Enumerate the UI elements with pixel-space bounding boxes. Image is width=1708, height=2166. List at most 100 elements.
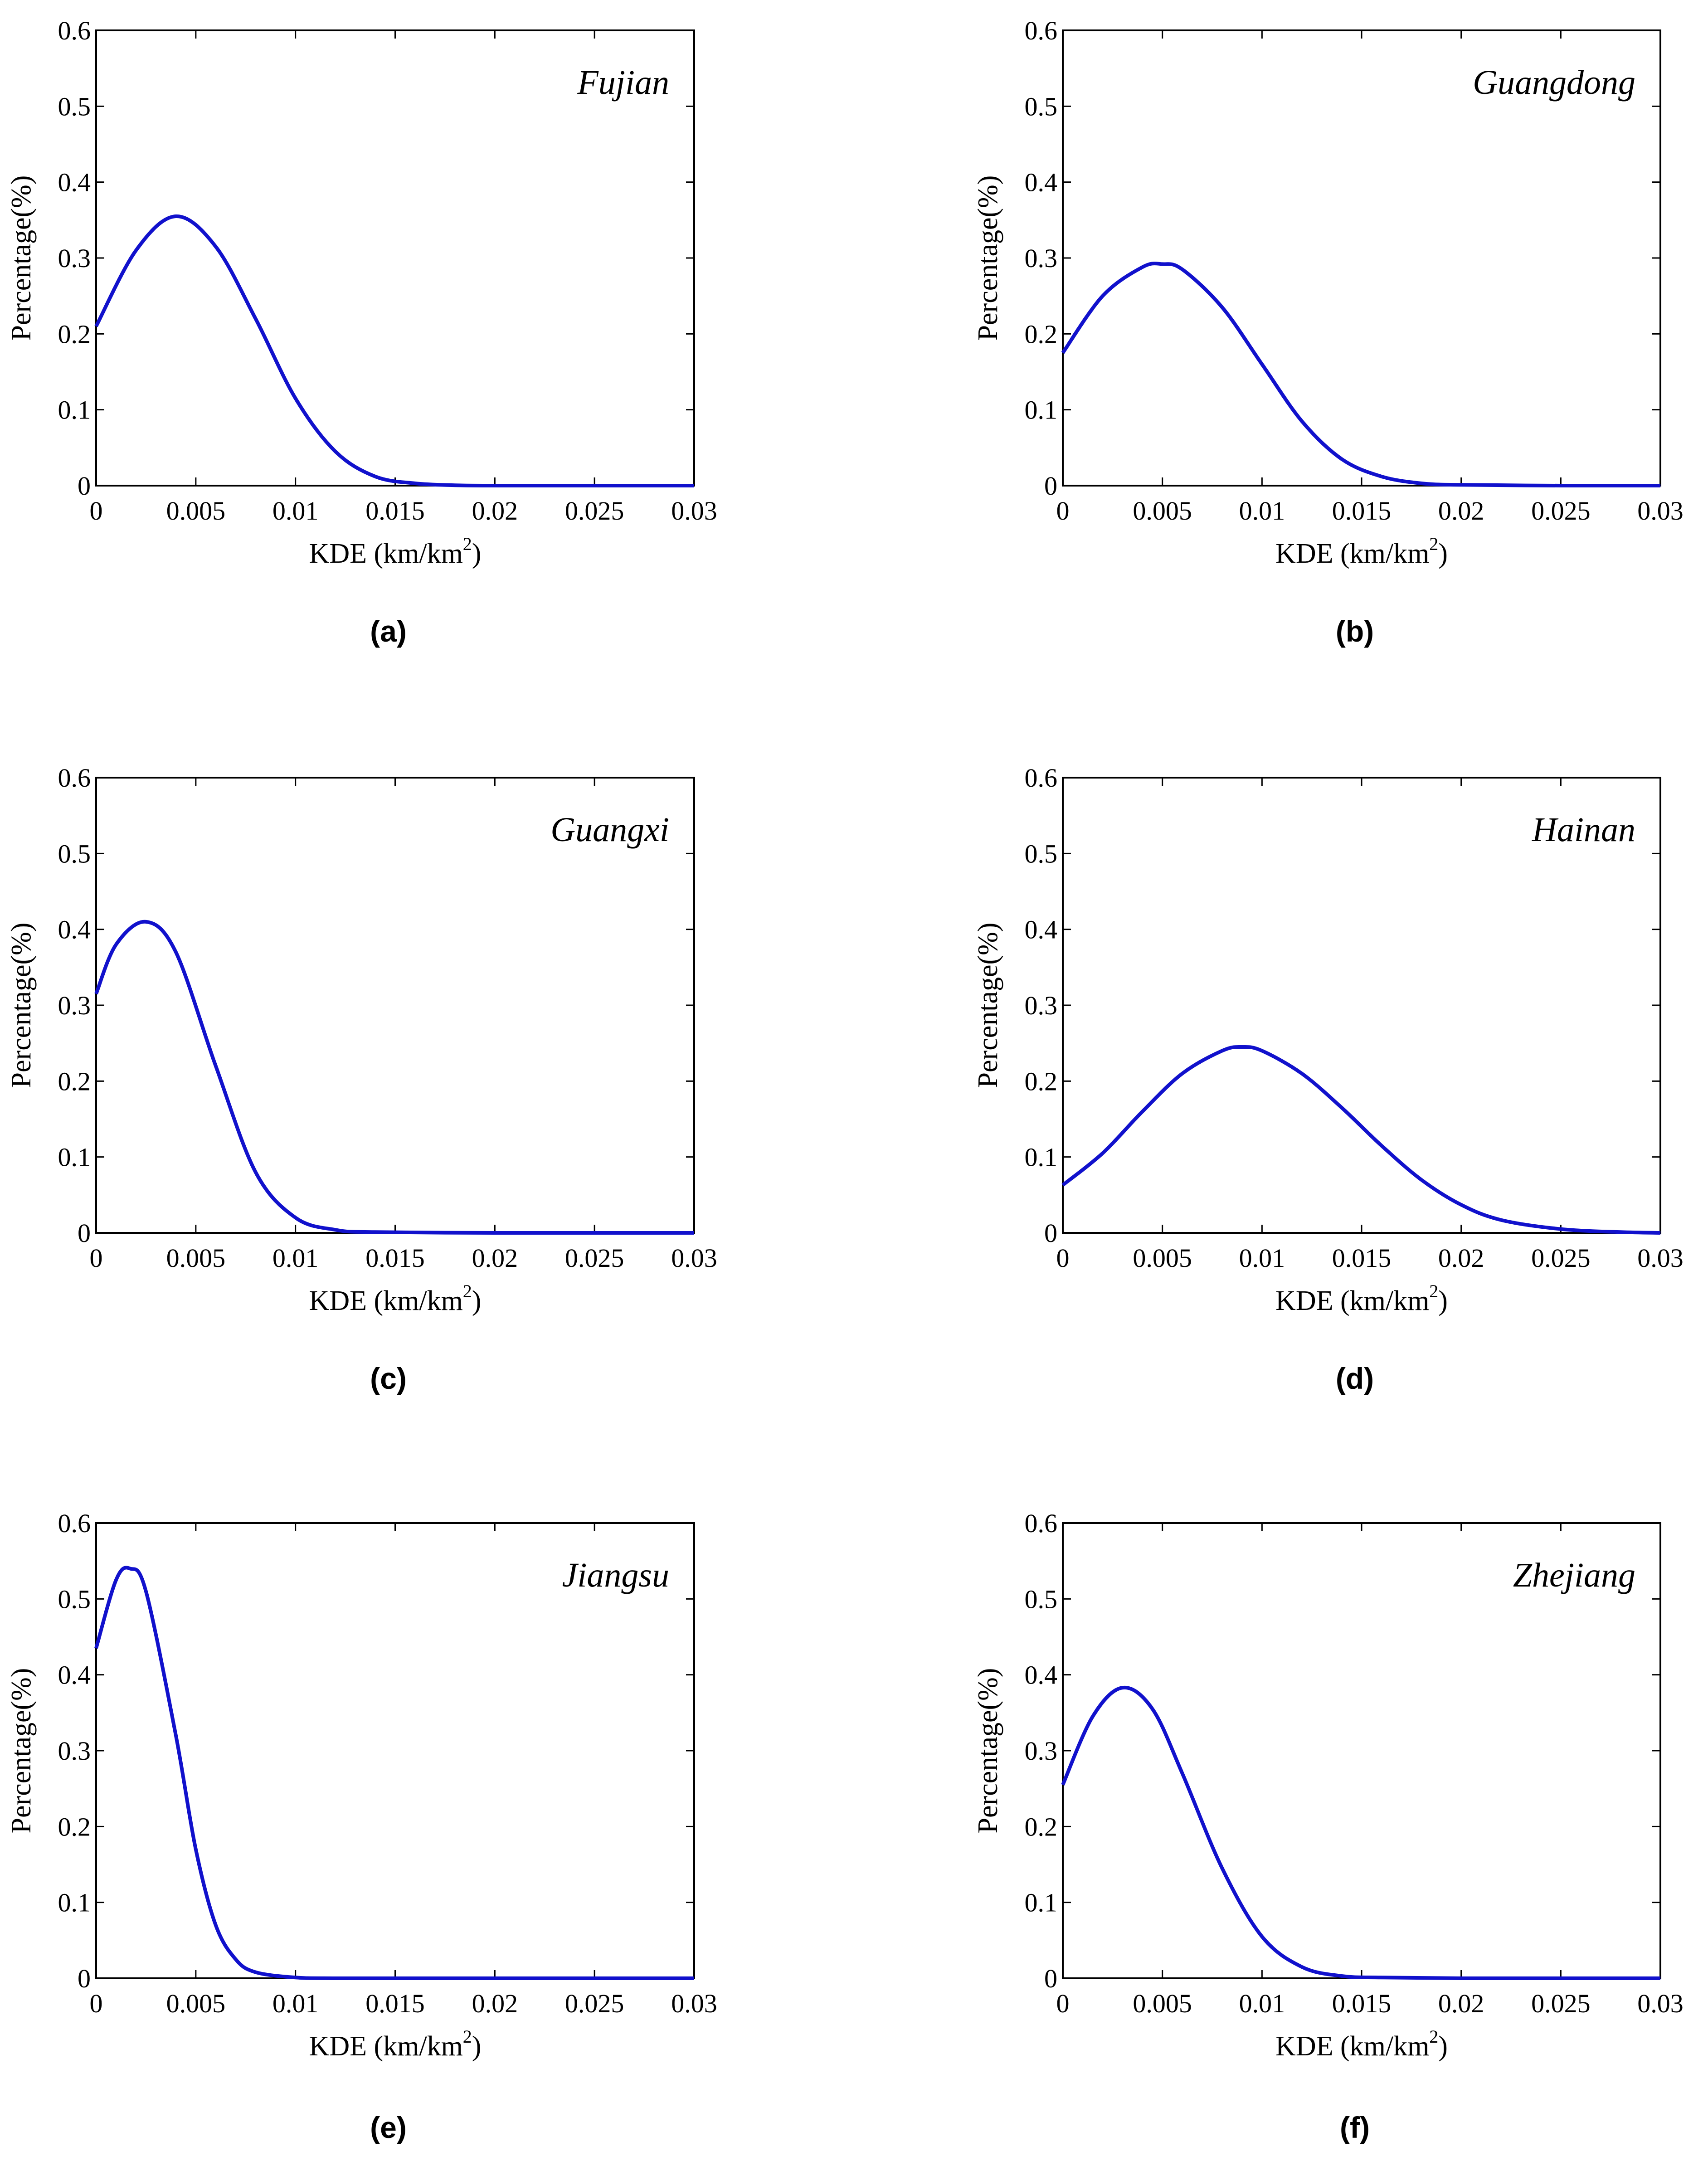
x-axis-label: KDE (km/km2) xyxy=(1275,534,1448,569)
y-tick-label: 0.1 xyxy=(1025,395,1058,425)
panel-caption: (f) xyxy=(1340,2111,1370,2144)
y-tick-label: 0 xyxy=(1044,1218,1057,1248)
x-tick-label: 0.015 xyxy=(1332,496,1392,526)
x-axis-label-main: KDE (km/km xyxy=(1275,538,1429,569)
chart-panel-c: 0 0.005 0.01 0.015 0.02 0.025 0.03 0 0.1 0.2 0.3 0.… xyxy=(6,763,717,1395)
x-axis-label-superscript: 2 xyxy=(1429,534,1438,554)
y-tick-label: 0.4 xyxy=(1025,168,1058,197)
x-tick-label: 0.02 xyxy=(1438,496,1484,526)
x-tick-label: 0.02 xyxy=(1438,1989,1484,2018)
x-tick-label: 0.03 xyxy=(671,1243,717,1273)
x-axis-label-main: KDE (km/km xyxy=(309,538,463,569)
x-tick-label: 0.03 xyxy=(671,496,717,526)
x-axis-label-end: ) xyxy=(472,538,482,569)
region-label: Guangxi xyxy=(550,811,669,849)
y-tick-label: 0 xyxy=(1044,471,1057,501)
chart-panel-a: 0 0.005 0.01 0.015 0.02 0.025 0.03 0 0.1 0.2 0.3 0.… xyxy=(6,16,717,648)
x-axis-label-main: KDE (km/km xyxy=(1275,2031,1429,2062)
x-axis-label-end: ) xyxy=(1438,1285,1448,1316)
panel-caption: (e) xyxy=(370,2111,407,2144)
x-tick-label: 0 xyxy=(1056,496,1070,526)
chart-panel-e: 0 0.005 0.01 0.015 0.02 0.025 0.03 0 0.1 0.2 0.3 0.… xyxy=(6,1509,717,2144)
y-tick-label: 0.1 xyxy=(58,395,91,425)
x-tick-label: 0.005 xyxy=(166,1243,226,1273)
x-tick-label: 0 xyxy=(90,1989,103,2018)
x-tick-label: 0.02 xyxy=(472,1989,518,2018)
x-tick-label: 0.005 xyxy=(1133,1989,1192,2018)
y-tick-label: 0 xyxy=(78,1964,91,1993)
x-tick-label: 0.01 xyxy=(1239,496,1285,526)
y-tick-label: 0.4 xyxy=(58,168,91,197)
y-tick-label: 0.5 xyxy=(1025,1584,1058,1614)
x-tick-label: 0 xyxy=(1056,1989,1070,2018)
y-axis-label: Percentage(%) xyxy=(973,1668,1003,1834)
panel-caption: (b) xyxy=(1336,614,1374,648)
x-tick-label: 0.03 xyxy=(1637,1243,1684,1273)
region-label: Fujian xyxy=(577,63,669,102)
y-tick-label: 0.3 xyxy=(1025,1736,1058,1766)
y-tick-label: 0.5 xyxy=(58,839,91,868)
y-tick-label: 0.1 xyxy=(1025,1143,1058,1172)
x-tick-label: 0.03 xyxy=(671,1989,717,2018)
x-tick-label: 0.005 xyxy=(1133,496,1192,526)
series-line-guangdong xyxy=(1061,262,1660,488)
y-tick-label: 0.3 xyxy=(1025,991,1058,1020)
panel-caption: (c) xyxy=(370,1362,407,1395)
y-tick-label: 0.4 xyxy=(1025,915,1058,944)
y-tick-label: 0.3 xyxy=(1025,243,1058,273)
y-tick-label: 0.2 xyxy=(1025,319,1058,349)
y-tick-label: 0.2 xyxy=(58,1812,91,1841)
y-tick-label: 0.5 xyxy=(1025,839,1058,868)
y-tick-label: 0.5 xyxy=(1025,92,1058,121)
x-tick-label: 0.025 xyxy=(1531,1989,1591,2018)
y-tick-label: 0 xyxy=(78,1218,91,1248)
x-tick-label: 0.01 xyxy=(1239,1243,1285,1273)
y-axis-label: Percentage(%) xyxy=(6,923,37,1088)
x-tick-label: 0.025 xyxy=(565,496,624,526)
x-tick-label: 0.01 xyxy=(273,1989,319,2018)
series-line-zhejiang xyxy=(1061,1685,1660,1981)
y-tick-label: 0.5 xyxy=(58,92,91,121)
y-axis-label: Percentage(%) xyxy=(973,923,1003,1088)
y-tick-label: 0.3 xyxy=(58,243,91,273)
x-tick-label: 0.015 xyxy=(365,1243,425,1273)
x-axis-label: KDE (km/km2) xyxy=(1275,2026,1448,2062)
x-axis-label-end: ) xyxy=(472,1285,482,1316)
x-tick-label: 0 xyxy=(1056,1243,1070,1273)
region-label: Hainan xyxy=(1532,811,1635,849)
x-tick-label: 0.025 xyxy=(565,1243,624,1273)
panel-caption: (d) xyxy=(1336,1362,1374,1395)
y-tick-label: 0.1 xyxy=(58,1888,91,1918)
y-tick-label: 0.3 xyxy=(58,991,91,1020)
y-tick-label: 0.6 xyxy=(1025,1509,1058,1538)
x-axis-label-superscript: 2 xyxy=(463,2026,472,2047)
x-tick-label: 0.02 xyxy=(1438,1243,1484,1273)
x-tick-label: 0.025 xyxy=(1531,1243,1591,1273)
x-axis-label-main: KDE (km/km xyxy=(1275,1285,1429,1316)
y-tick-label: 0 xyxy=(1044,1964,1057,1993)
y-axis-label: Percentage(%) xyxy=(973,175,1003,341)
x-axis-label-superscript: 2 xyxy=(463,1281,472,1301)
x-tick-label: 0.015 xyxy=(365,496,425,526)
series-line-guangxi xyxy=(94,920,694,1235)
series-line-jiangsu xyxy=(94,1566,694,1981)
x-axis-label-main: KDE (km/km xyxy=(309,1285,463,1316)
y-tick-label: 0.2 xyxy=(1025,1066,1058,1096)
x-axis-label: KDE (km/km2) xyxy=(309,1281,482,1316)
y-tick-label: 0.2 xyxy=(58,1066,91,1096)
y-tick-label: 0.6 xyxy=(1025,763,1058,793)
panel-caption: (a) xyxy=(370,614,407,648)
y-tick-label: 0 xyxy=(78,471,91,501)
region-label: Jiangsu xyxy=(562,1556,669,1594)
y-axis-label: Percentage(%) xyxy=(6,175,37,341)
x-tick-label: 0.005 xyxy=(1133,1243,1192,1273)
y-tick-label: 0.6 xyxy=(1025,16,1058,45)
chart-panel-d: 0 0.005 0.01 0.015 0.02 0.025 0.03 0 0.1 0.2 0.3 0.… xyxy=(973,763,1684,1395)
x-axis-label-main: KDE (km/km xyxy=(309,2031,463,2062)
x-tick-label: 0.01 xyxy=(273,496,319,526)
x-tick-label: 0.01 xyxy=(1239,1989,1285,2018)
y-axis-label: Percentage(%) xyxy=(6,1668,37,1834)
y-tick-label: 0.4 xyxy=(58,915,91,944)
series-line-fujian xyxy=(94,214,694,488)
y-tick-label: 0.2 xyxy=(58,319,91,349)
